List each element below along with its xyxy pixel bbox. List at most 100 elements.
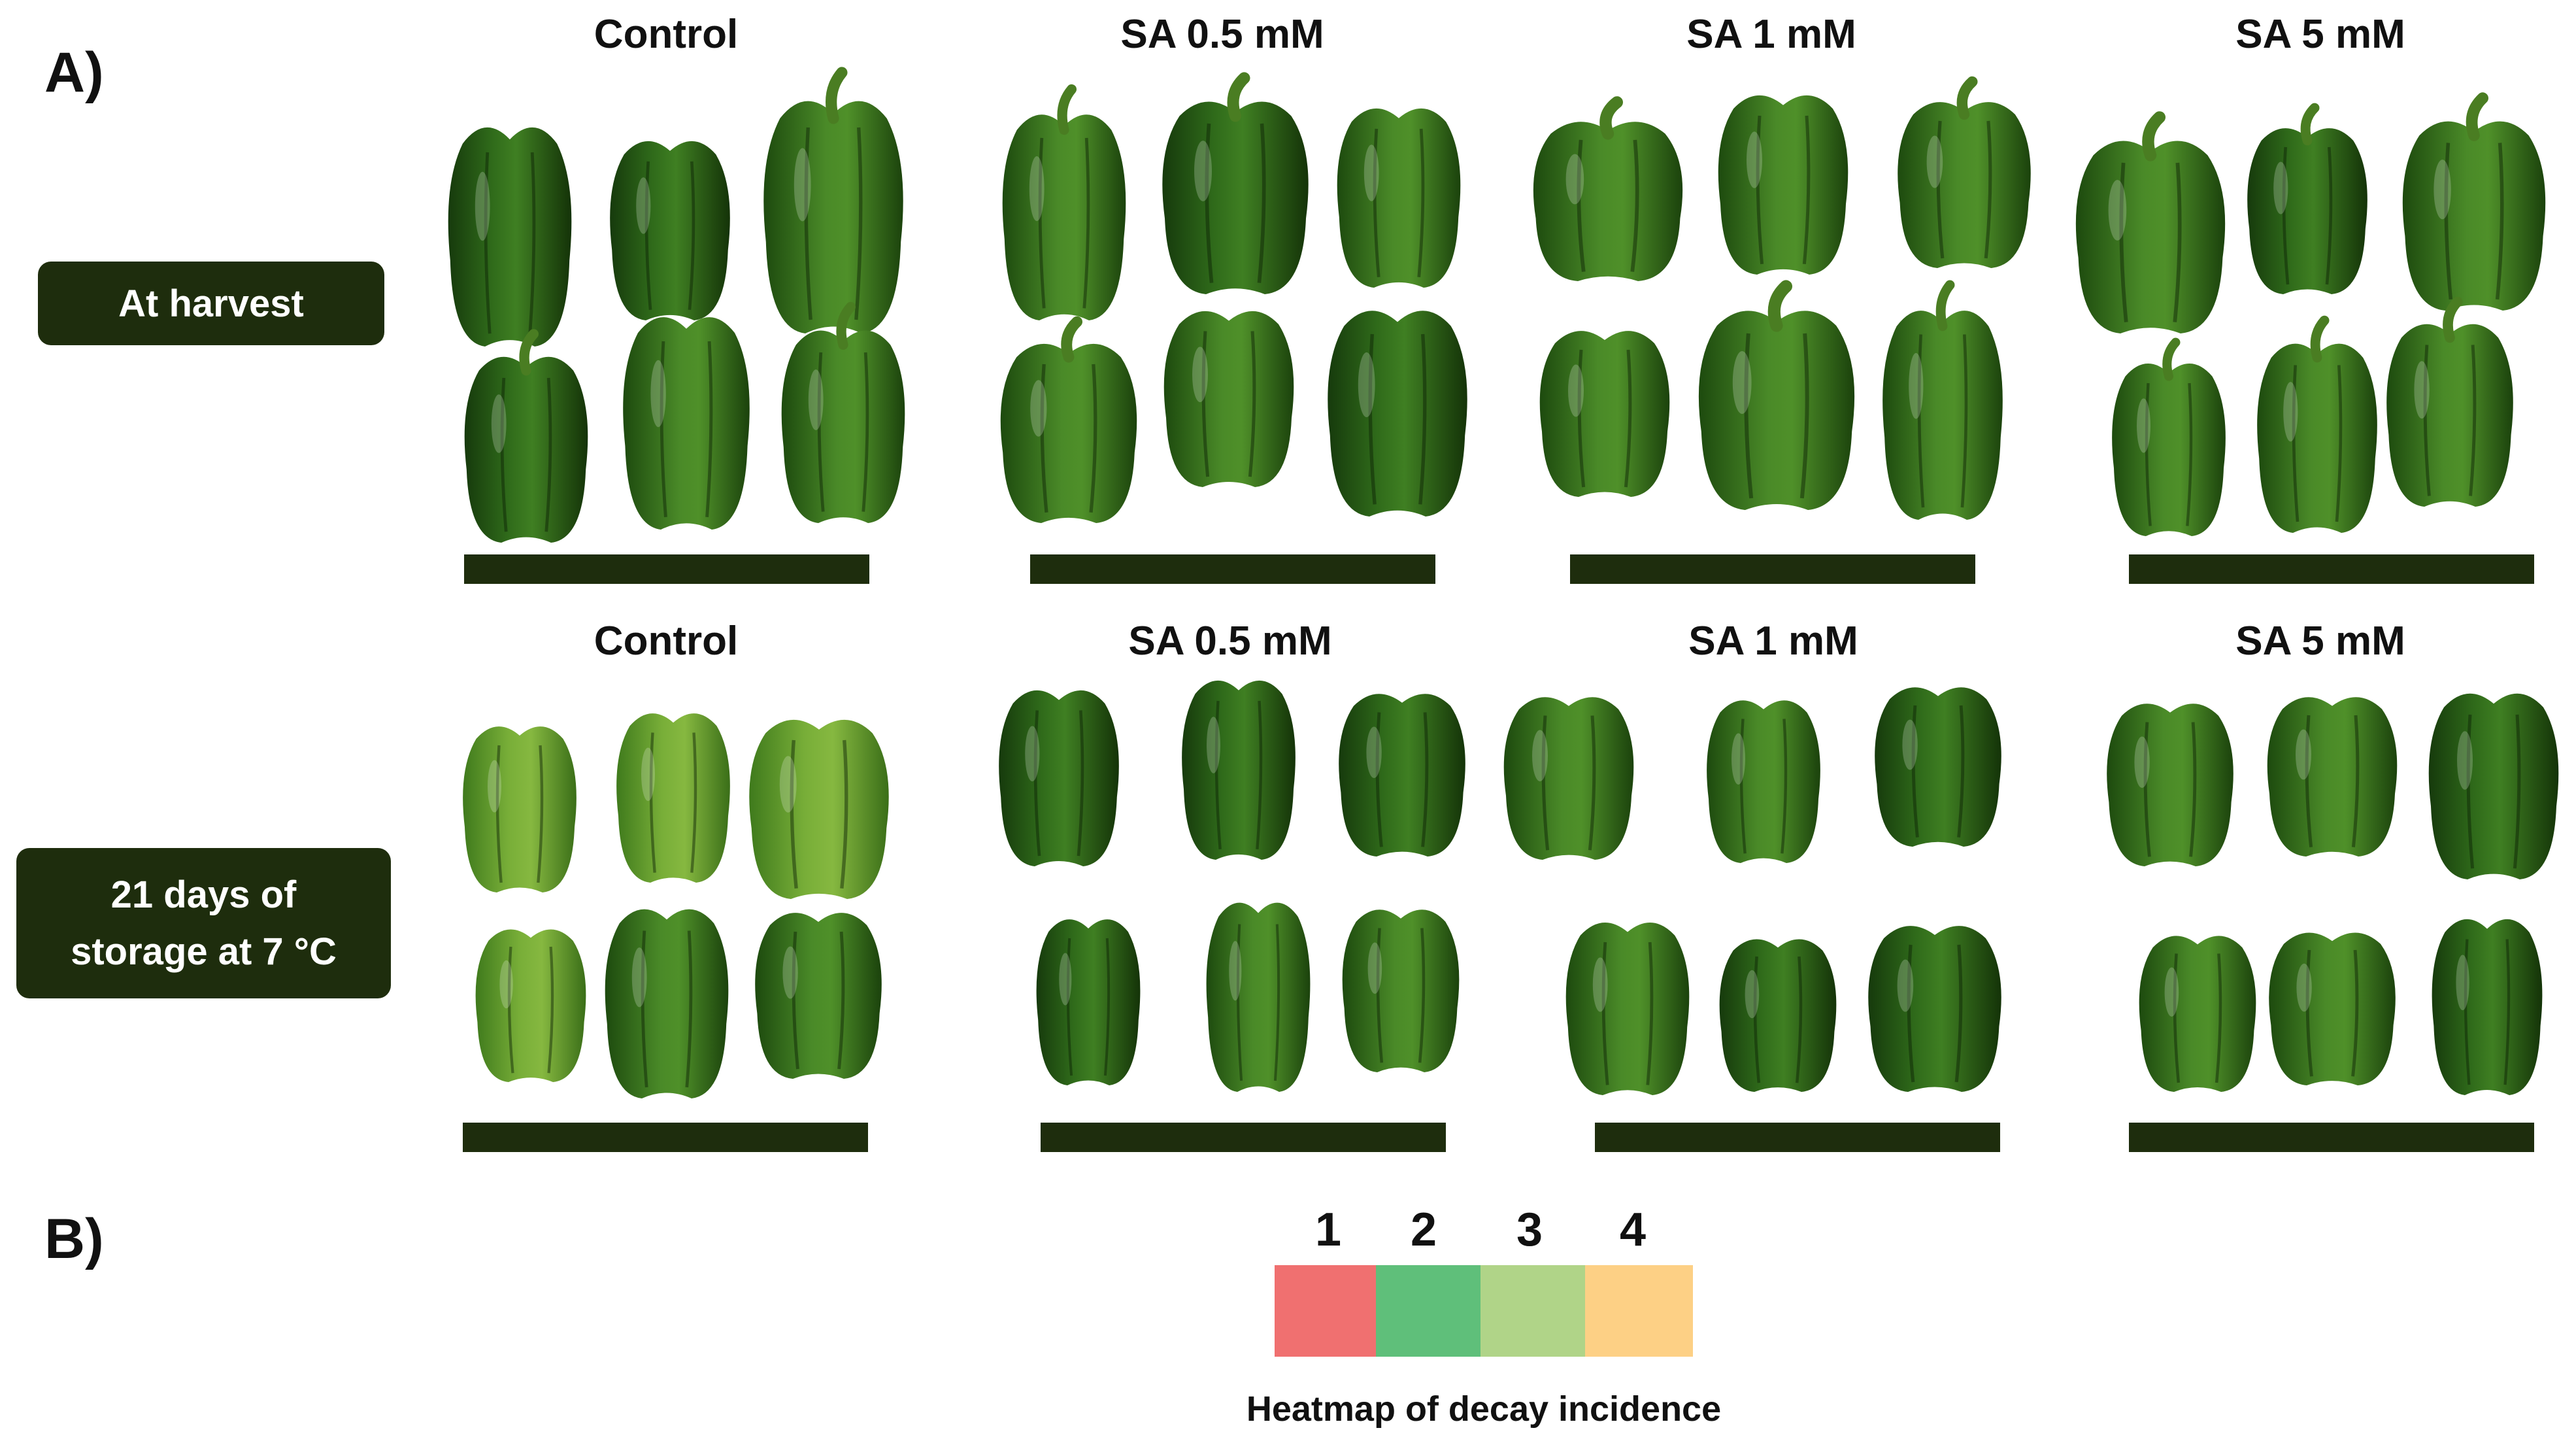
pepper — [2107, 704, 2233, 866]
pepper-groove — [1624, 349, 1632, 488]
pepper-highlight — [1194, 141, 1212, 201]
pepper — [1328, 311, 1467, 517]
pepper — [1882, 311, 2003, 520]
pepper-groove — [1911, 705, 1919, 838]
pepper-groove — [854, 127, 863, 320]
pepper-stem — [2310, 315, 2330, 363]
pepper-groove — [547, 946, 554, 1074]
pepper-groove — [2186, 382, 2193, 526]
pepper-groove — [2351, 949, 2359, 1077]
pepper-groove — [528, 152, 536, 334]
pepper — [1898, 102, 2031, 268]
pepper — [1718, 95, 1848, 275]
pepper-groove — [1646, 942, 1654, 1085]
pepper-stem — [2142, 111, 2166, 161]
pepper-groove — [1376, 928, 1384, 1063]
pepper-highlight — [491, 394, 507, 453]
pepper-stem — [1767, 280, 1792, 332]
pepper-highlight — [2137, 398, 2150, 453]
pepper-highlight — [1731, 733, 1745, 785]
pepper — [755, 913, 882, 1079]
pepper — [1875, 687, 2001, 847]
pepper-groove — [1601, 942, 1609, 1085]
pepper-stem — [2466, 92, 2488, 141]
pepper-highlight — [641, 747, 655, 802]
pepper-stem — [2443, 296, 2463, 343]
heatmap-caption: Heatmap of decay incidence — [1246, 1389, 1722, 1429]
pepper-stem — [1599, 96, 1623, 140]
pepper-highlight — [1192, 347, 1208, 403]
pepper-groove — [1936, 120, 1945, 259]
pepper-groove — [690, 732, 697, 873]
pepper-highlight — [1897, 959, 1914, 1012]
heatmap-cell-4 — [1585, 1265, 1693, 1357]
pepper-groove — [641, 930, 648, 1088]
pepper-groove — [790, 739, 798, 889]
row-label-line: At harvest — [118, 282, 304, 325]
pepper-groove — [2335, 365, 2343, 522]
pepper-groove — [804, 127, 812, 320]
pepper-groove — [2305, 715, 2313, 847]
pepper-highlight — [779, 756, 797, 813]
pepper-highlight — [636, 177, 651, 234]
pepper-highlight — [1207, 717, 1220, 773]
pepper-highlight — [1902, 719, 1918, 770]
scale-bar — [1595, 1123, 2000, 1152]
pepper-groove — [1066, 938, 1073, 1076]
column-title-control: Control — [594, 619, 739, 664]
column-title-sa-5: SA 5 mM — [2235, 12, 2405, 57]
pepper-groove — [2469, 345, 2477, 496]
pepper-groove — [2145, 382, 2152, 526]
pepper-groove — [1960, 334, 1968, 508]
pepper-groove — [644, 161, 652, 310]
pepper-groove — [507, 946, 514, 1074]
panel-label-a: A) — [44, 41, 104, 104]
pepper-highlight — [1565, 154, 1584, 205]
pepper-highlight — [1568, 364, 1584, 417]
pepper-groove — [2466, 714, 2475, 869]
pepper-highlight — [1745, 970, 1760, 1019]
pepper-groove — [1954, 944, 1963, 1083]
pepper-groove — [2173, 953, 2181, 1083]
pepper-highlight — [1909, 352, 1924, 419]
pepper-stem — [1227, 72, 1250, 122]
pepper-highlight — [2296, 963, 2312, 1012]
pepper-groove — [1795, 956, 1803, 1083]
pepper — [2402, 121, 2546, 311]
pepper-groove — [660, 341, 667, 517]
heatmap-cell-2 — [1376, 1265, 1480, 1357]
column-title-sa-0-5: SA 0.5 mM — [1120, 12, 1324, 57]
pepper-highlight — [782, 946, 798, 999]
scale-bar — [1030, 554, 1435, 584]
pepper — [1342, 909, 1460, 1072]
pepper-groove — [2503, 939, 2511, 1085]
pepper — [1036, 919, 1141, 1085]
pepper-groove — [2282, 146, 2290, 285]
pepper — [1206, 902, 1311, 1092]
pepper-groove — [840, 739, 848, 889]
pepper-highlight — [2283, 382, 2298, 442]
pepper-highlight — [1366, 726, 1382, 778]
pepper-groove — [1368, 333, 1377, 505]
pepper-groove — [2292, 365, 2300, 522]
pepper-groove — [1756, 115, 1764, 265]
pepper-stem — [2300, 103, 2320, 146]
pepper — [2139, 936, 2256, 1092]
pepper-highlight — [2273, 161, 2288, 214]
pepper-highlight — [1747, 131, 1762, 188]
pepper — [763, 101, 903, 333]
pepper-groove — [1089, 364, 1097, 513]
pepper — [448, 127, 572, 347]
pepper-groove — [1373, 128, 1380, 278]
pepper-groove — [1799, 333, 1809, 499]
pepper-highlight — [1367, 942, 1382, 994]
heatmap-cell-1 — [1275, 1265, 1376, 1357]
pepper-groove — [2351, 715, 2360, 847]
pepper-groove — [2215, 953, 2222, 1083]
heatmap-level-label: 4 — [1619, 1204, 1647, 1256]
pepper-highlight — [1532, 730, 1548, 781]
pepper-groove — [1957, 705, 1965, 838]
pepper-highlight — [1059, 953, 1072, 1006]
pepper — [1539, 331, 1670, 497]
pepper — [1002, 114, 1126, 320]
